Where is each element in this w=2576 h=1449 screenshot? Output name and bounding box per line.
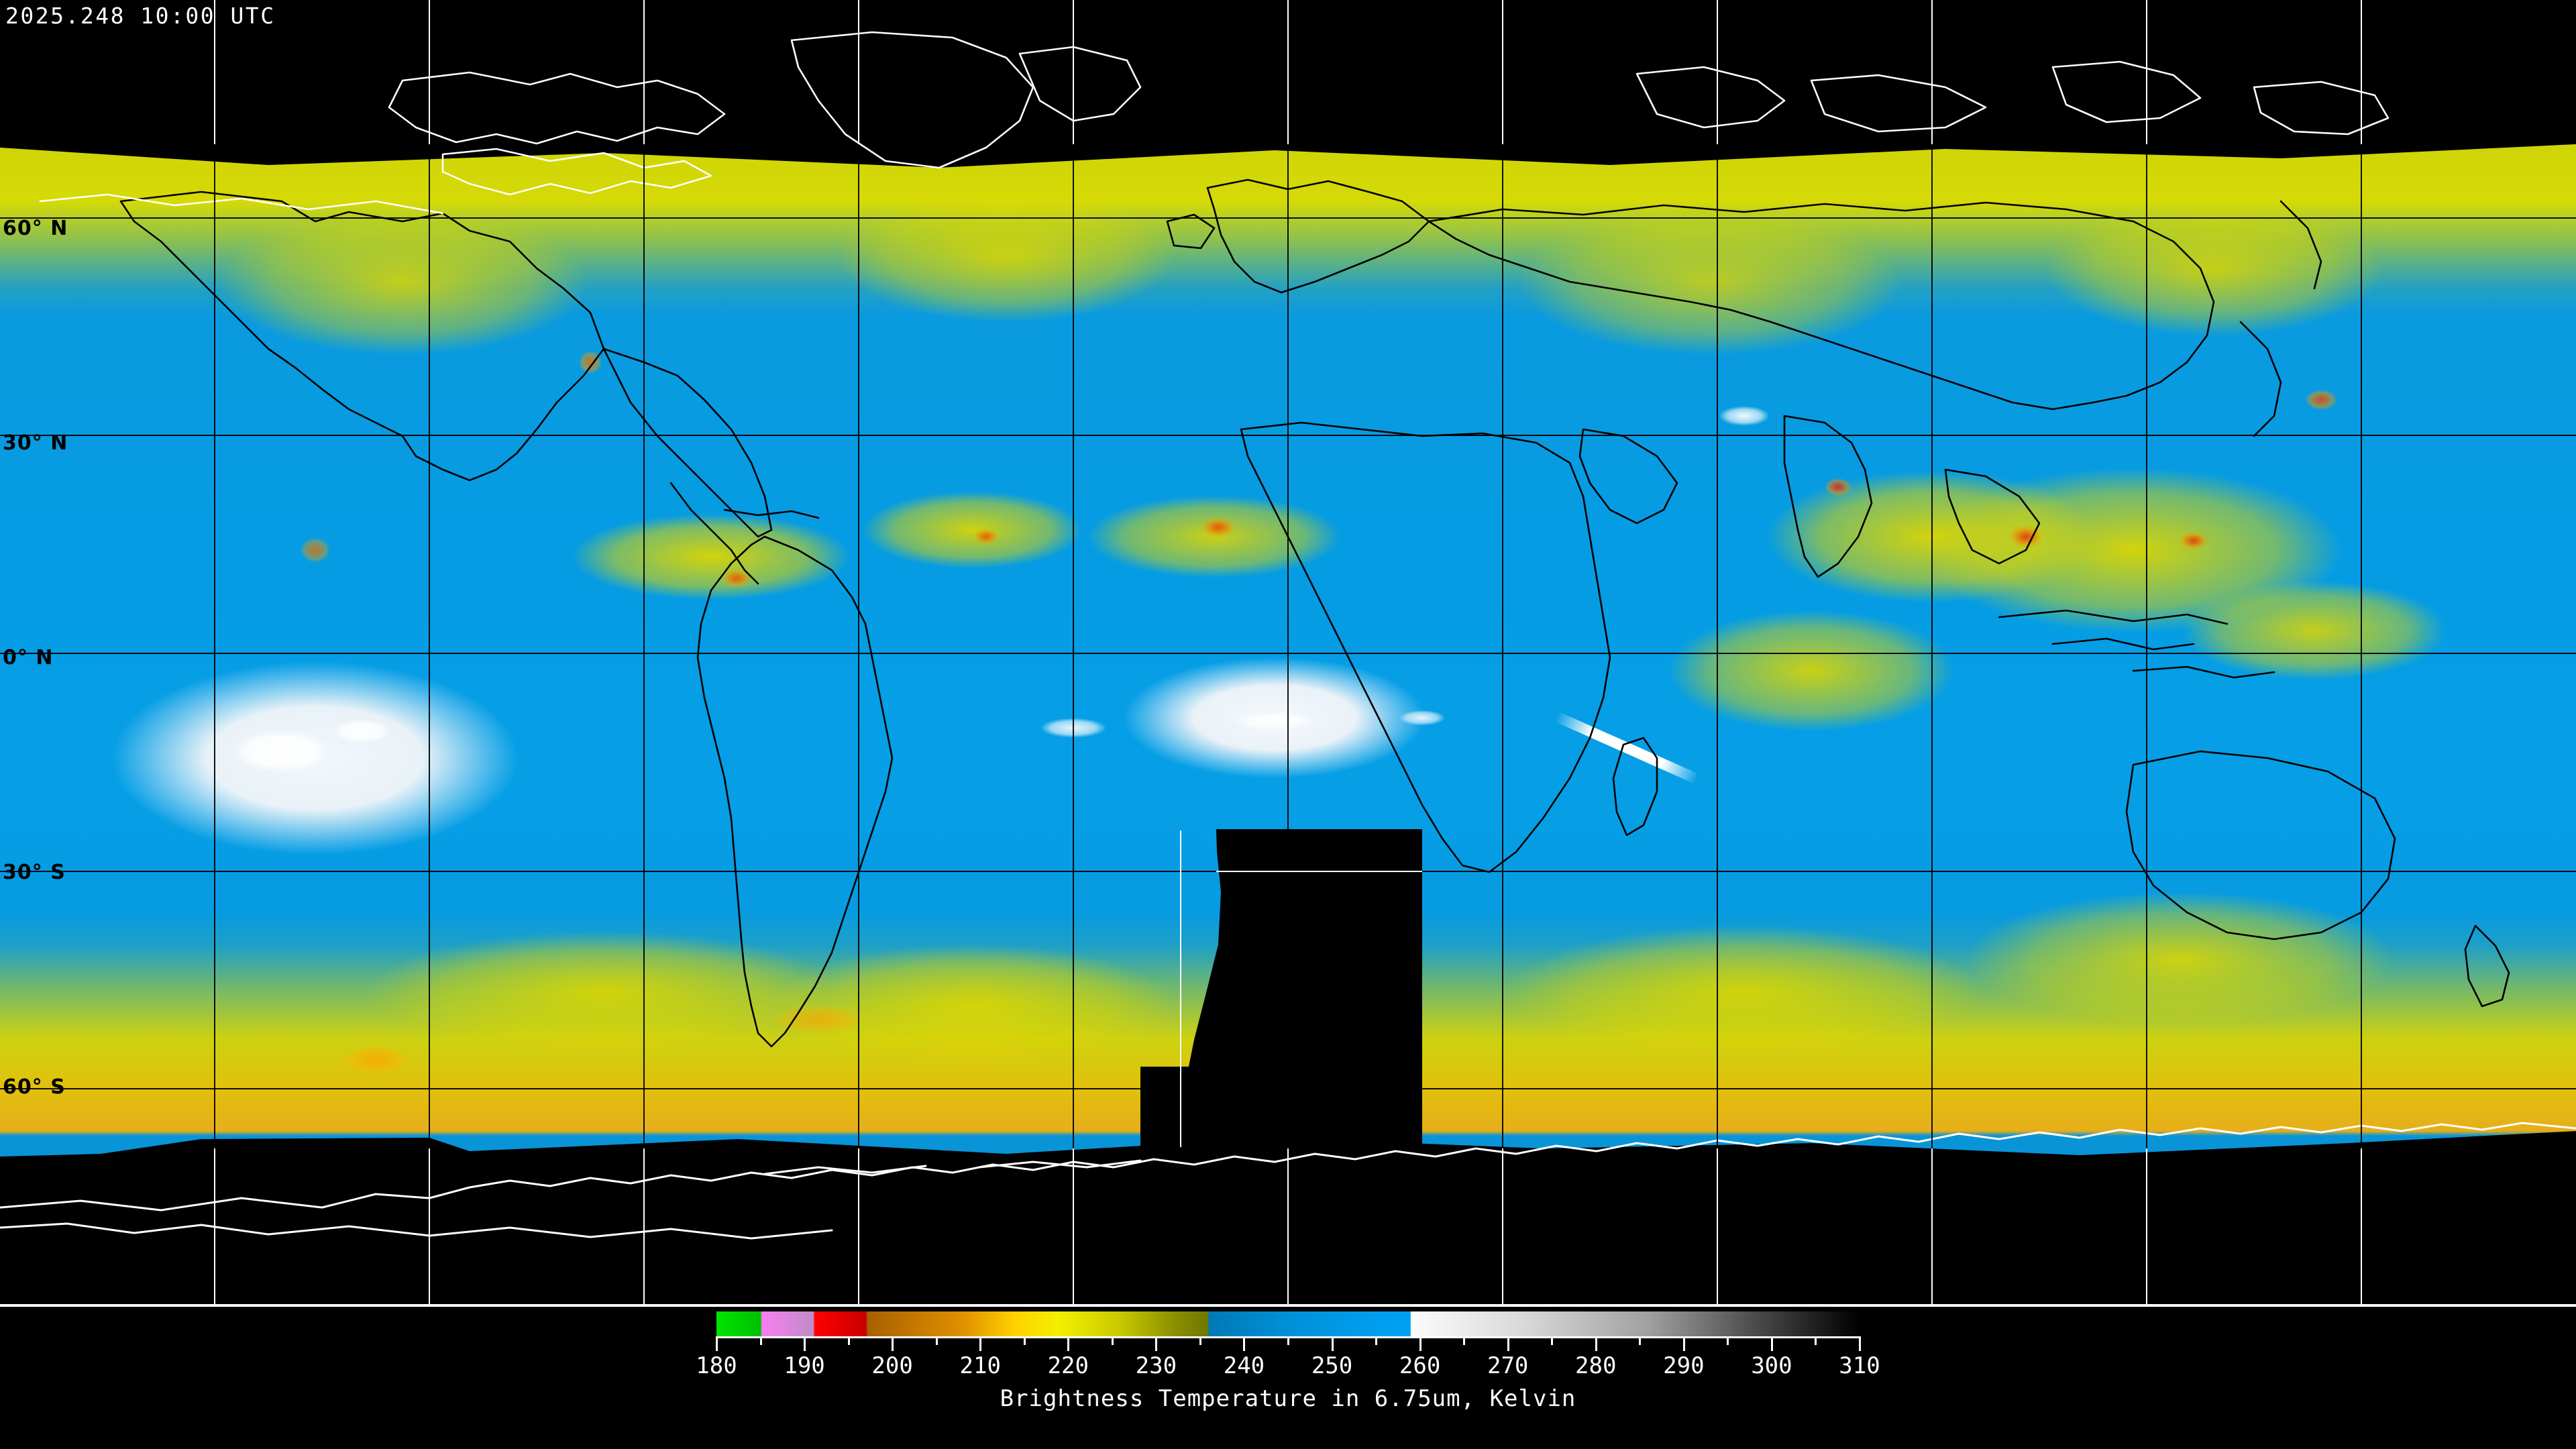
colorbar-tick-180 [716, 1336, 718, 1351]
timestamp-label: 2025.248 10:00 UTC [5, 3, 276, 29]
colorbar-ticklabel-270: 270 [1487, 1352, 1529, 1379]
colorbar-ticklabel-180: 180 [696, 1352, 737, 1379]
colorbar-minor-tick-275 [1551, 1336, 1554, 1345]
colorbar-tick-260 [1419, 1336, 1421, 1351]
colorbar-caption: Brightness Temperature in 6.75um, Kelvin [1000, 1385, 1576, 1412]
colorbar-minor-tick-245 [1287, 1336, 1289, 1345]
colorbar-ticklabel-310: 310 [1839, 1352, 1880, 1379]
colorbar-block[interactable]: 180 190 200 210 220 230 240 250 260 270 280 290 300 3… [0, 1307, 2576, 1449]
north-polar-nodata-mask [0, 0, 2576, 168]
colorbar-ticklabel-290: 290 [1663, 1352, 1705, 1379]
colorbar-tick-220 [1067, 1336, 1070, 1351]
colorbar-minor-tick-265 [1463, 1336, 1466, 1345]
colorbar-minor-tick-225 [1111, 1336, 1114, 1345]
colorbar-tick-300 [1770, 1336, 1773, 1351]
colorbar-ticklabel-300: 300 [1751, 1352, 1792, 1379]
map-bottom-border [0, 1304, 2576, 1307]
colorbar-ticklabel-230: 230 [1135, 1352, 1177, 1379]
colorbar-ticklabel-220: 220 [1047, 1352, 1089, 1379]
colorbar-ticklabel-260: 260 [1399, 1352, 1441, 1379]
colorbar-ticklabel-240: 240 [1223, 1352, 1265, 1379]
missing-data-sector-notch [1140, 1067, 1228, 1147]
colorbar-tick-190 [804, 1336, 806, 1351]
colorbar-tick-200 [892, 1336, 894, 1351]
colorbar-minor-tick-195 [847, 1336, 850, 1345]
colorbar-gradient [716, 1311, 1860, 1336]
colorbar-minor-tick-295 [1727, 1336, 1729, 1345]
colorbar-minor-tick-255 [1375, 1336, 1378, 1345]
colorbar-minor-tick-235 [1199, 1336, 1201, 1345]
colorbar-minor-tick-215 [1023, 1336, 1026, 1345]
colorbar-ticklabel-280: 280 [1575, 1352, 1617, 1379]
colorbar-tick-240 [1243, 1336, 1246, 1351]
colorbar-ticklabel-190: 190 [784, 1352, 825, 1379]
colorbar-tick-310 [1859, 1336, 1861, 1351]
colorbar-minor-tick-305 [1815, 1336, 1817, 1345]
colorbar-tick-290 [1682, 1336, 1685, 1351]
colorbar-ticklabel-210: 210 [959, 1352, 1001, 1379]
colorbar-ticklabel-200: 200 [871, 1352, 913, 1379]
colorbar-tick-210 [979, 1336, 982, 1351]
colorbar-minor-tick-185 [759, 1336, 762, 1345]
colorbar-tick-270 [1507, 1336, 1509, 1351]
colorbar-ticklabel-250: 250 [1311, 1352, 1353, 1379]
colorbar-tick-250 [1331, 1336, 1334, 1351]
colorbar-tick-230 [1155, 1336, 1158, 1351]
colorbar-tick-280 [1595, 1336, 1597, 1351]
colorbar-minor-tick-205 [935, 1336, 938, 1345]
global-map-panel[interactable]: 60° N 30° N 0° N 30° S 60° S 2025.248 10:00 … [0, 0, 2576, 1307]
colorbar-minor-tick-285 [1639, 1336, 1642, 1345]
